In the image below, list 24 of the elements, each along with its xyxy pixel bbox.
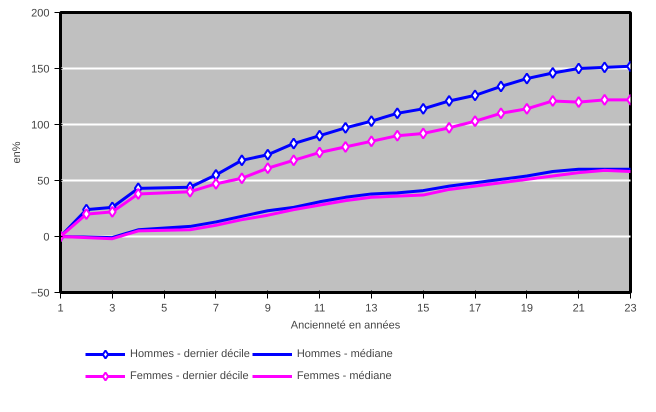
legend-label: Femmes - médiane xyxy=(296,370,392,382)
legend-label: Hommes - dernier décile xyxy=(130,348,250,360)
y-tick-label: 200 xyxy=(31,8,50,20)
x-tick-label: 23 xyxy=(624,302,637,314)
x-tick-label: 19 xyxy=(520,302,533,314)
y-tick-label: −50 xyxy=(30,288,50,300)
x-axis-title: Ancienneté en années xyxy=(290,320,401,332)
y-tick-label: 100 xyxy=(31,120,50,132)
y-axis-title: en% xyxy=(10,141,23,164)
x-tick-label: 7 xyxy=(212,302,220,314)
x-tick-label: 1 xyxy=(57,302,64,314)
x-tick-label: 15 xyxy=(417,302,430,314)
x-tick-label: 3 xyxy=(109,302,116,314)
x-tick-label: 21 xyxy=(572,302,585,314)
legend-label: Hommes - médiane xyxy=(296,348,393,360)
x-tick-label: 9 xyxy=(264,302,271,314)
legend-label: Femmes - dernier décile xyxy=(130,370,249,382)
x-tick-label: 11 xyxy=(314,302,326,314)
y-tick-label: 50 xyxy=(37,176,50,188)
y-tick-label: 150 xyxy=(31,64,50,76)
y-tick-label: 0 xyxy=(43,232,50,244)
x-tick-label: 13 xyxy=(365,302,378,314)
x-tick-label: 5 xyxy=(161,302,168,314)
x-tick-label: 17 xyxy=(468,302,482,314)
